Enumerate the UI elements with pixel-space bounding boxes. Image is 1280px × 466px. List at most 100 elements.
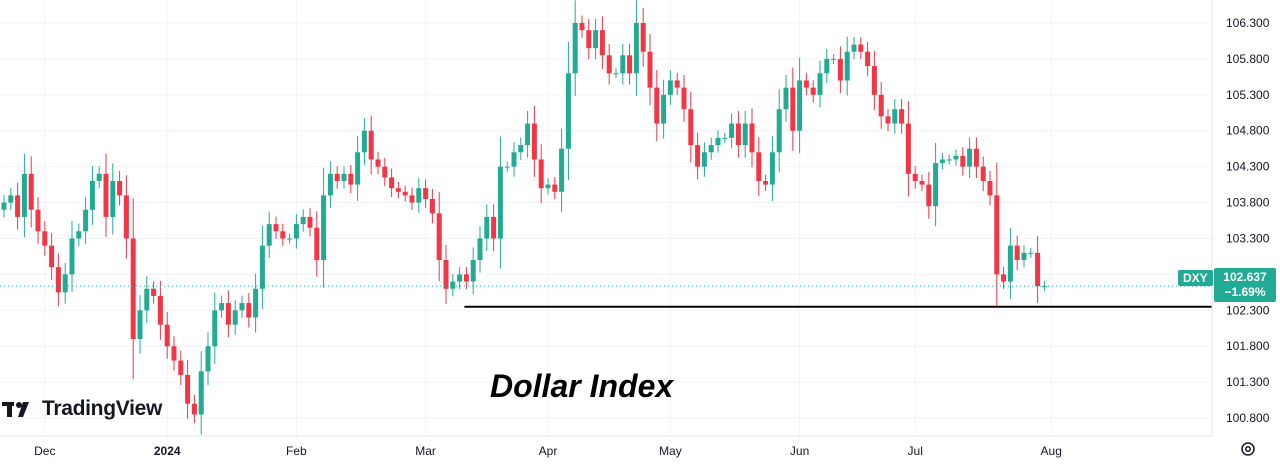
candle-body (83, 209, 89, 232)
candle-body (89, 181, 95, 210)
candle-body (314, 227, 320, 261)
price-change: −1.69% (1224, 285, 1266, 299)
candle-body (1, 202, 7, 210)
candle (334, 166, 340, 189)
candle (266, 211, 272, 259)
candle (797, 57, 803, 154)
candle-body (926, 184, 932, 207)
candle (416, 178, 422, 213)
candle (538, 144, 544, 204)
candle-body (232, 310, 238, 325)
candle (205, 332, 211, 386)
y-tick-label: 103.300 (1226, 231, 1270, 245)
candle (423, 179, 429, 208)
x-tick-label: May (659, 444, 682, 458)
candle (858, 36, 864, 60)
candle (395, 181, 401, 199)
candle-body (565, 73, 571, 149)
candle (871, 50, 877, 110)
candle (1021, 245, 1027, 268)
candle (661, 79, 667, 139)
candle (280, 223, 286, 247)
y-tick-label: 103.800 (1226, 196, 1270, 210)
candle-body (837, 58, 843, 81)
candle (348, 165, 354, 194)
candle-body (681, 87, 687, 110)
candle (239, 295, 245, 318)
candle-body (633, 22, 639, 74)
candle (559, 128, 565, 212)
candle-body (246, 303, 252, 318)
candle (939, 153, 945, 170)
candle-body (450, 281, 456, 289)
x-tick-label: Feb (286, 444, 307, 458)
y-tick-label: 102.300 (1226, 303, 1270, 317)
grid-lines (0, 0, 1212, 436)
candle-body (722, 137, 728, 139)
x-tick-label: Dec (34, 444, 55, 458)
candle-body (151, 288, 157, 296)
candle-body (225, 303, 231, 325)
candle (164, 312, 170, 359)
candle-body (42, 231, 48, 246)
candle (144, 276, 150, 323)
price-axis[interactable]: 100.800101.300101.800102.300102.800103.3… (1226, 16, 1270, 425)
candle (769, 135, 775, 201)
candle-body (416, 188, 422, 203)
candle-body (96, 173, 102, 182)
candle (382, 157, 388, 187)
candle (633, 0, 639, 96)
candle-body (395, 188, 401, 192)
candle-body (511, 152, 517, 167)
candle-body (538, 159, 544, 189)
candle-body (164, 324, 170, 347)
candle-body (382, 166, 388, 178)
candle-body (831, 58, 837, 60)
candle (627, 43, 633, 85)
y-tick-label: 104.300 (1226, 160, 1270, 174)
candle-body (375, 159, 381, 167)
y-tick-label: 105.800 (1226, 52, 1270, 66)
candle (701, 142, 707, 177)
candle (511, 142, 517, 177)
candle (96, 166, 102, 189)
candle-body (157, 295, 163, 325)
candle-body (402, 191, 408, 196)
candle-body (219, 303, 225, 311)
candle (42, 221, 48, 256)
candle (919, 174, 925, 191)
candle-body (117, 181, 123, 196)
candle-body (212, 310, 218, 347)
candle-body (905, 123, 911, 174)
candle-body (1028, 252, 1034, 254)
candle (443, 244, 449, 304)
y-tick-label: 101.800 (1226, 339, 1270, 353)
candle-body (1021, 252, 1027, 261)
candle (171, 336, 177, 371)
candle-body (552, 184, 558, 192)
candle-body (865, 51, 871, 67)
candle (531, 105, 537, 178)
candle-body (729, 123, 735, 138)
candle (667, 70, 673, 105)
settings-gear-icon[interactable] (1239, 440, 1257, 458)
x-tick-label: Mar (415, 444, 436, 458)
tradingview-logo[interactable]: TradingView (2, 397, 162, 421)
candle-body (647, 51, 653, 88)
candle-body (334, 173, 340, 182)
candle (497, 136, 503, 269)
candle-body (817, 73, 823, 95)
candle (878, 82, 884, 129)
candle (831, 53, 837, 64)
candle-body (103, 173, 109, 217)
candle-body (885, 116, 891, 124)
candle-body (667, 80, 673, 95)
candle-body (851, 44, 857, 52)
time-axis[interactable]: Dec 2024 Feb Mar Apr May Jun Jul Aug (34, 444, 1062, 458)
candle-body (1007, 245, 1013, 282)
candle-body (824, 58, 830, 74)
candle-body (769, 152, 775, 185)
candle (722, 132, 728, 143)
